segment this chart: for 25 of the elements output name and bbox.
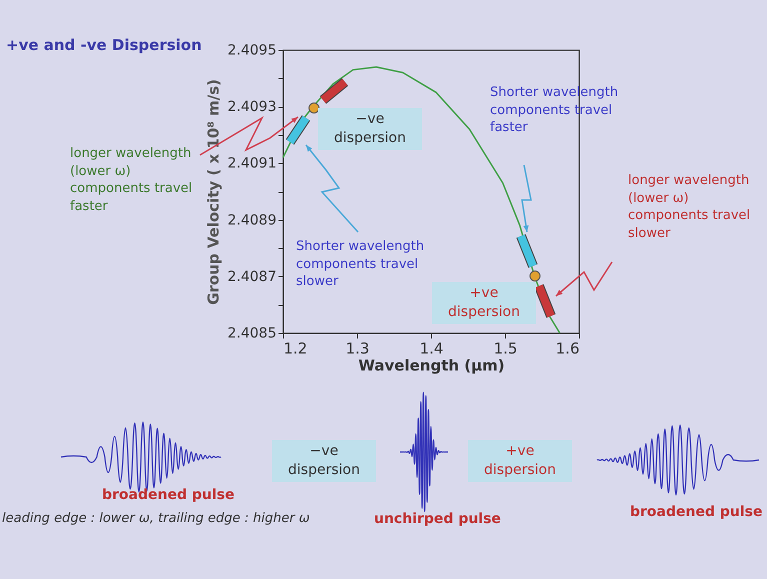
y-tick-label: 2.4093 (228, 99, 276, 116)
annotation: +ve dispersion (432, 282, 536, 324)
x-tick-label: 1.3 (346, 340, 370, 358)
x-tick-label: 1.4 (420, 340, 444, 358)
x-tick-label: 1.2 (284, 340, 308, 358)
text: leading edge : lower ω, trailing edge : higher ω (2, 510, 310, 528)
text: longer wavelength (lower ω) components travel slower (628, 172, 752, 242)
text: +ve dispersion (468, 440, 572, 482)
text: unchirped pulse (374, 510, 501, 529)
y-tick-label: 2.4085 (228, 326, 276, 342)
x-tick-label: 1.5 (494, 340, 518, 358)
annotation: Shorter wavelength components travel slower (296, 238, 426, 291)
y-tick-label: 2.4091 (228, 156, 276, 172)
text: broadened pulse (102, 486, 234, 505)
y-tick-label: 2.4095 (228, 42, 276, 58)
y-tick-label: 2.4087 (228, 268, 276, 285)
x-tick-label: 1.6 (556, 340, 580, 358)
text: −ve dispersion (272, 440, 376, 482)
y-tick-label: 2.4089 (228, 212, 276, 228)
y-axis-title: Group Velocity ( x 10⁸ m/s) (204, 79, 223, 305)
text: broadened pulse (630, 503, 762, 522)
x-axis-title: Wavelength (µm) (358, 356, 505, 374)
annotation: −ve dispersion (318, 108, 422, 150)
text: longer wavelength (lower ω) components travel faster (70, 146, 192, 214)
text: +ve and -ve Dispersion (6, 36, 202, 54)
